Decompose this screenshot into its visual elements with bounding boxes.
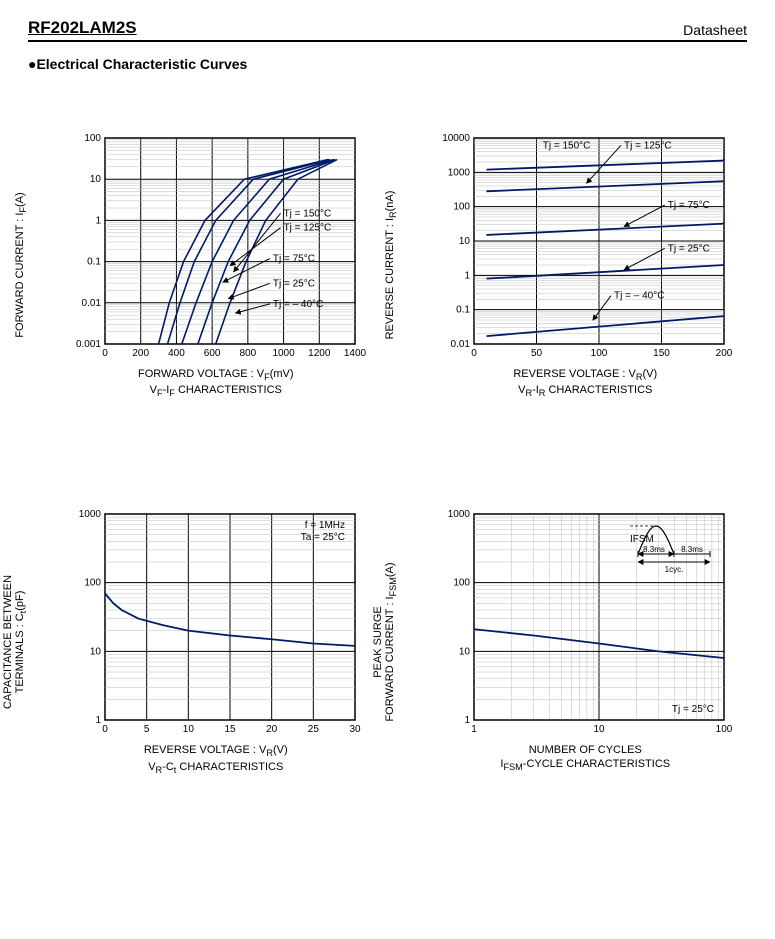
svg-text:1200: 1200 [308,348,331,359]
svg-text:1000: 1000 [448,509,471,520]
svg-text:Tj = 125°C: Tj = 125°C [624,140,672,151]
plot-svg: 0 50 100 150 200 0.01 0.1 1 10 100 1000 10000 Tj = 1… [440,132,730,362]
x-axis-label: REVERSE VOLTAGE : VR(V) [144,744,288,758]
svg-text:20: 20 [266,724,278,735]
svg-text:Tj = – 40°C: Tj = – 40°C [273,299,323,310]
svg-text:1: 1 [95,215,101,226]
svg-text:1000: 1000 [448,167,471,178]
plot-svg: 02004006008001000120014000.0010.010.1110… [71,132,361,362]
plot-area: 0 50 100 150 200 0.01 0.1 1 10 100 1000 10000 Tj = 1… [440,132,730,362]
chart-vr-ir: REVERSE CURRENT : IR(nA) 0501001502000.0… [398,132,748,398]
doc-type-label: Datasheet [683,22,747,38]
x-axis-label: NUMBER OF CYCLES [529,744,642,756]
svg-text:Tj = 125°C: Tj = 125°C [283,223,331,234]
svg-text:1400: 1400 [344,348,367,359]
svg-text:Ta = 25°C: Ta = 25°C [300,532,344,543]
svg-text:15: 15 [224,724,236,735]
svg-text:100: 100 [84,133,101,144]
charts-grid: FORWARD CURRENT : IF(A) 0200400600800100… [28,132,747,775]
plot-area: 0 5 10 15 20 25 30 1 10 100 1000 f = 1MHzTa = 25°C [71,508,361,738]
svg-text:100: 100 [591,348,608,359]
svg-text:8.3ms: 8.3ms [643,545,665,554]
svg-text:Tj = 25°C: Tj = 25°C [668,243,710,254]
x-axis-label: FORWARD VOLTAGE : VF(mV) [138,368,294,382]
chart-subtitle: VF-IF CHARACTERISTICS [150,384,282,398]
svg-text:200: 200 [716,348,733,359]
svg-text:800: 800 [239,348,256,359]
svg-text:100: 100 [716,724,733,735]
svg-text:50: 50 [531,348,543,359]
y-axis-label: PEAK SURGEFORWARD CURRENT : IFSM(A) [371,562,397,721]
chart-vf-if: FORWARD CURRENT : IF(A) 0200400600800100… [28,132,378,398]
svg-text:Tj = 75°C: Tj = 75°C [668,200,710,211]
chart-subtitle: VR-IR CHARACTERISTICS [518,384,652,398]
svg-text:0: 0 [471,348,477,359]
svg-text:f = 1MHz: f = 1MHz [304,520,344,531]
svg-text:Tj = – 40°C: Tj = – 40°C [614,291,664,302]
svg-text:1: 1 [465,270,471,281]
svg-text:0.001: 0.001 [76,339,101,350]
svg-text:Tj = 25°C: Tj = 25°C [273,278,315,289]
svg-text:Tj = 150°C: Tj = 150°C [543,140,591,151]
plot-area: 02004006008001000120014000.0010.010.1110… [71,132,361,362]
svg-text:30: 30 [349,724,361,735]
svg-text:IFSM: IFSM [630,534,654,545]
svg-text:25: 25 [308,724,320,735]
svg-text:8.3ms: 8.3ms [681,545,703,554]
y-axis-label: FORWARD CURRENT : IF(A) [14,193,28,338]
chart-vr-ct: CAPACITANCE BETWEENTERMINALS : Ct(pF) 05… [28,508,378,774]
svg-text:5: 5 [144,724,150,735]
chart-ifsm-cycle: PEAK SURGEFORWARD CURRENT : IFSM(A) 1101… [398,508,748,774]
svg-text:150: 150 [653,348,670,359]
svg-text:0: 0 [102,724,108,735]
y-axis-label: CAPACITANCE BETWEENTERMINALS : Ct(pF) [2,575,28,709]
svg-text:1: 1 [95,715,101,726]
svg-text:0.1: 0.1 [456,305,470,316]
y-axis-label: REVERSE CURRENT : IR(nA) [383,191,397,340]
chart-subtitle: VR-Ct CHARACTERISTICS [148,761,283,775]
svg-text:1: 1 [471,724,477,735]
svg-text:600: 600 [204,348,221,359]
svg-text:10: 10 [90,174,102,185]
svg-text:10: 10 [183,724,195,735]
svg-text:0.01: 0.01 [81,298,101,309]
plot-svg: 0 5 10 15 20 25 30 1 10 100 1000 f = 1MHzTa = 25°C [71,508,361,738]
datasheet-page: RF202LAM2S Datasheet ●Electrical Charact… [0,0,775,939]
svg-text:10: 10 [459,647,471,658]
svg-text:10: 10 [459,236,471,247]
svg-text:Tj = 25°C: Tj = 25°C [672,704,714,715]
svg-text:10: 10 [594,724,606,735]
section-title: ●Electrical Characteristic Curves [28,56,747,72]
svg-text:100: 100 [454,578,471,589]
svg-text:0: 0 [102,348,108,359]
svg-text:0.1: 0.1 [87,257,101,268]
svg-text:1000: 1000 [79,509,102,520]
svg-text:Tj = 150°C: Tj = 150°C [283,208,331,219]
svg-text:1: 1 [465,715,471,726]
x-axis-label: REVERSE VOLTAGE : VR(V) [513,368,657,382]
svg-text:10: 10 [90,647,102,658]
svg-text:400: 400 [168,348,185,359]
svg-text:100: 100 [84,578,101,589]
svg-text:200: 200 [132,348,149,359]
chart-subtitle: IFSM-CYCLE CHARACTERISTICS [500,758,670,772]
svg-text:Tj = 75°C: Tj = 75°C [273,254,315,265]
plot-area: 1101001101001000Tj = 25°CIFSM8.3ms8.3ms1… [440,508,730,738]
svg-text:1cyc.: 1cyc. [665,565,684,574]
svg-text:0.01: 0.01 [451,339,471,350]
page-header: RF202LAM2S Datasheet [28,18,747,42]
svg-text:100: 100 [454,202,471,213]
svg-text:1000: 1000 [272,348,295,359]
part-number: RF202LAM2S [28,18,137,38]
svg-text:10000: 10000 [442,133,470,144]
plot-svg: 1101001101001000Tj = 25°CIFSM8.3ms8.3ms1… [440,508,730,738]
